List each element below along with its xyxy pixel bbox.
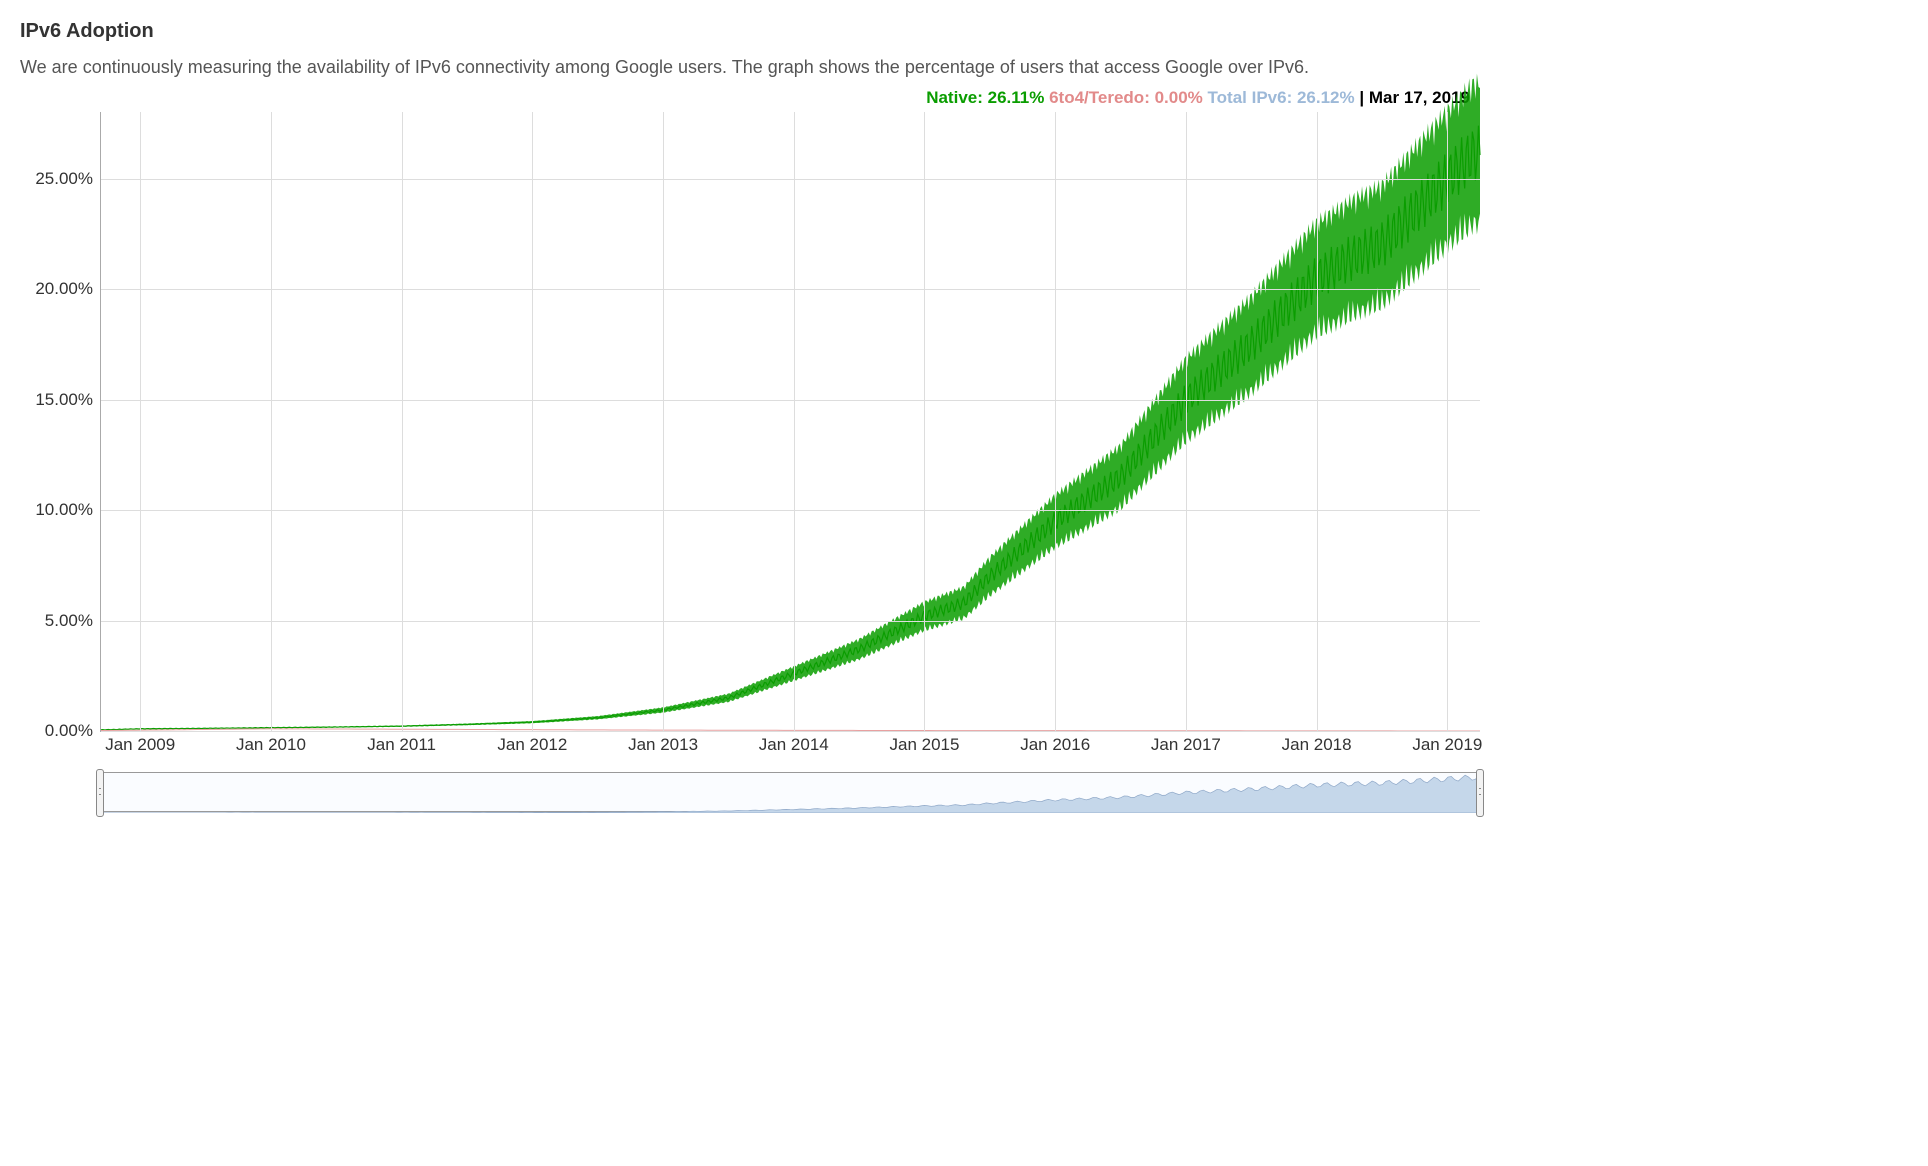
legend-6to4-value: 0.00% xyxy=(1155,88,1203,107)
range-overview[interactable] xyxy=(100,772,1480,812)
page-title: IPv6 Adoption xyxy=(20,20,1908,43)
x-axis-tick: Jan 2014 xyxy=(759,735,829,755)
x-axis-tick: Jan 2011 xyxy=(367,735,436,755)
legend-total: Total IPv6: 26.12% xyxy=(1208,88,1360,107)
x-axis-tick: Jan 2017 xyxy=(1151,735,1221,755)
legend-total-label: Total IPv6: xyxy=(1208,88,1293,107)
chart-legend: Native: 26.11% 6to4/Teredo: 0.00% Total … xyxy=(20,88,1500,108)
x-axis-tick: Jan 2015 xyxy=(889,735,959,755)
x-axis-tick: Jan 2019 xyxy=(1412,735,1482,755)
chart-container: Native: 26.11% 6to4/Teredo: 0.00% Total … xyxy=(20,88,1500,812)
legend-date: Mar 17, 2019 xyxy=(1369,88,1470,107)
y-axis-tick: 20.00% xyxy=(21,279,93,299)
y-axis-tick: 0.00% xyxy=(21,721,93,741)
chart-svg xyxy=(101,112,1480,731)
series-native-band xyxy=(101,74,1480,731)
x-axis-tick: Jan 2009 xyxy=(105,735,175,755)
legend-native: Native: 26.11% xyxy=(926,88,1049,107)
y-axis-tick: 25.00% xyxy=(21,169,93,189)
series-native-line xyxy=(101,126,1480,730)
x-axis-tick: Jan 2012 xyxy=(497,735,567,755)
chart-plot-area[interactable]: 0.00%5.00%10.00%15.00%20.00%25.00%Jan 20… xyxy=(100,112,1480,732)
y-axis-tick: 15.00% xyxy=(21,390,93,410)
x-axis-tick: Jan 2013 xyxy=(628,735,698,755)
page-subtitle: We are continuously measuring the availa… xyxy=(20,55,1908,80)
y-axis-tick: 10.00% xyxy=(21,500,93,520)
legend-native-value: 26.11% xyxy=(988,88,1045,107)
legend-6to4: 6to4/Teredo: 0.00% xyxy=(1049,88,1207,107)
range-handle-left[interactable] xyxy=(96,769,104,817)
legend-6to4-label: 6to4/Teredo: xyxy=(1049,88,1150,107)
overview-area xyxy=(101,775,1479,813)
range-handle-right[interactable] xyxy=(1476,769,1484,817)
x-axis-tick: Jan 2018 xyxy=(1282,735,1352,755)
y-axis-tick: 5.00% xyxy=(21,611,93,631)
x-axis-tick: Jan 2016 xyxy=(1020,735,1090,755)
legend-total-value: 26.12% xyxy=(1297,88,1355,107)
legend-native-label: Native: xyxy=(926,88,983,107)
overview-svg xyxy=(101,773,1479,813)
legend-separator: | xyxy=(1359,88,1368,107)
x-axis-tick: Jan 2010 xyxy=(236,735,306,755)
